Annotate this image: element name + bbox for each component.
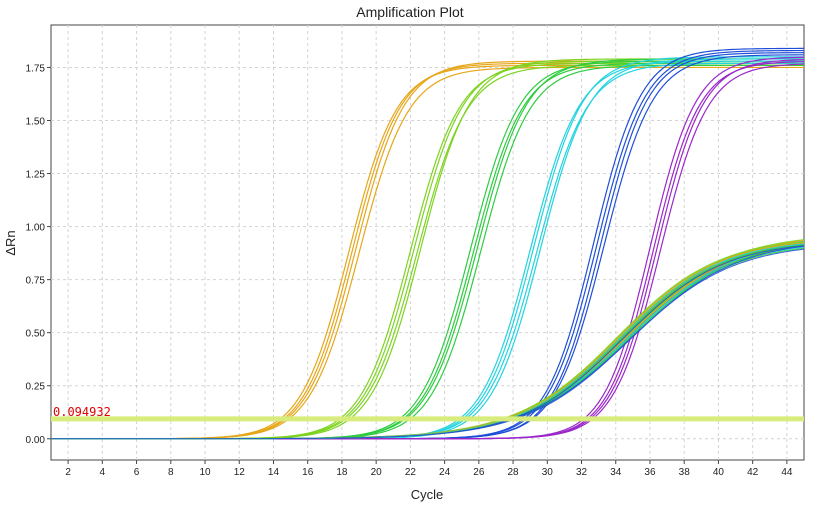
series-lines xyxy=(51,47,805,440)
y-tick-label: 1.00 xyxy=(26,223,46,234)
amplification-curve-low xyxy=(51,245,805,440)
y-axis-label: ΔRn xyxy=(3,230,18,255)
x-tick-label: 44 xyxy=(781,467,793,478)
x-tick-label: 16 xyxy=(302,467,314,478)
x-tick-label: 10 xyxy=(199,467,211,478)
threshold: 0.094932 xyxy=(51,405,804,422)
x-tick-label: 42 xyxy=(747,467,759,478)
x-tick-label: 30 xyxy=(542,467,554,478)
chart-title: Amplification Plot xyxy=(356,4,463,20)
x-axis: 2 4 6 8 10 12 14 16 18 20 22 24 26 28 30 32 34 36 38 40 42 44 xyxy=(65,460,793,478)
x-tick-label: 6 xyxy=(134,467,140,478)
x-tick-label: 40 xyxy=(713,467,725,478)
y-axis: 0.00 0.25 0.50 0.75 1.00 1.25 1.50 1.75 xyxy=(26,63,51,446)
y-tick-label: 0.50 xyxy=(26,329,46,340)
y-tick-label: 0.75 xyxy=(26,276,46,287)
x-axis-label: Cycle xyxy=(411,487,444,502)
y-tick-label: 1.50 xyxy=(26,116,46,127)
x-tick-label: 14 xyxy=(268,467,280,478)
x-tick-label: 36 xyxy=(644,467,656,478)
plot-area: 0.094932 xyxy=(50,24,805,461)
x-tick-label: 28 xyxy=(508,467,520,478)
x-tick-label: 34 xyxy=(610,467,622,478)
plot-frame xyxy=(50,24,805,461)
x-tick-label: 4 xyxy=(100,467,106,478)
threshold-value-label: 0.094932 xyxy=(53,405,111,419)
y-tick-label: 0.25 xyxy=(26,382,46,393)
x-tick-label: 22 xyxy=(405,467,417,478)
x-tick-label: 2 xyxy=(65,467,71,478)
x-tick-label: 26 xyxy=(473,467,485,478)
x-tick-label: 12 xyxy=(234,467,246,478)
x-tick-label: 24 xyxy=(439,467,451,478)
x-tick-label: 18 xyxy=(336,467,348,478)
x-tick-label: 32 xyxy=(576,467,588,478)
x-tick-label: 38 xyxy=(679,467,691,478)
y-tick-label: 1.75 xyxy=(26,63,46,74)
x-tick-label: 8 xyxy=(168,467,174,478)
y-tick-label: 0.00 xyxy=(26,435,46,446)
x-tick-label: 20 xyxy=(371,467,383,478)
y-tick-label: 1.25 xyxy=(26,170,46,181)
